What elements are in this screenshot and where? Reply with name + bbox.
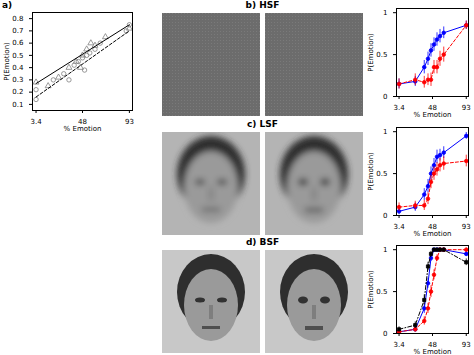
svg-text:0.2: 0.2	[12, 88, 23, 96]
svg-text:3.4: 3.4	[393, 104, 405, 112]
svg-text:% Emotion: % Emotion	[414, 111, 452, 119]
svg-text:P(Emotion): P(Emotion)	[367, 33, 375, 72]
svg-text:0.8: 0.8	[12, 15, 23, 23]
svg-text:P(Emotion): P(Emotion)	[367, 270, 375, 309]
svg-text:0.5: 0.5	[376, 170, 387, 178]
svg-text:P(Emotion): P(Emotion)	[3, 42, 11, 81]
svg-text:0.5: 0.5	[376, 51, 387, 59]
html-text:d) BSF: d) BSF	[245, 237, 280, 247]
svg-text:1: 1	[383, 128, 387, 136]
svg-text:3.4: 3.4	[393, 341, 405, 349]
svg-text:0.5: 0.5	[12, 52, 23, 60]
svg-text:0.7: 0.7	[12, 27, 23, 35]
svg-text:P(Emotion): P(Emotion)	[367, 152, 375, 191]
svg-text:1: 1	[383, 246, 387, 254]
svg-text:0.3: 0.3	[12, 76, 23, 84]
svg-text:0.4: 0.4	[12, 64, 24, 72]
svg-text:1: 1	[383, 9, 387, 17]
svg-text:% Emotion: % Emotion	[414, 230, 452, 238]
svg-text:0: 0	[383, 330, 387, 338]
svg-text:0: 0	[383, 93, 387, 101]
svg-text:3.4: 3.4	[30, 118, 42, 126]
html-text:c) LSF: c) LSF	[247, 119, 278, 129]
svg-text:% Emotion: % Emotion	[414, 348, 452, 355]
html-text:b) HSF: b) HSF	[245, 0, 280, 10]
svg-text:48: 48	[428, 104, 437, 113]
svg-text:0.5: 0.5	[376, 288, 387, 296]
svg-text:0: 0	[383, 212, 387, 220]
svg-text:0.6: 0.6	[12, 39, 24, 47]
html-text:a): a)	[2, 0, 13, 10]
svg-text:48: 48	[428, 341, 437, 350]
svg-text:93: 93	[462, 341, 471, 349]
svg-text:3.4: 3.4	[393, 223, 405, 231]
svg-text:48: 48	[428, 223, 437, 232]
svg-text:93: 93	[462, 223, 471, 231]
svg-text:0.1: 0.1	[12, 101, 23, 109]
svg-text:93: 93	[462, 104, 471, 112]
svg-text:93: 93	[125, 118, 134, 126]
svg-text:48: 48	[78, 118, 87, 127]
svg-text:% Emotion: % Emotion	[64, 125, 102, 133]
